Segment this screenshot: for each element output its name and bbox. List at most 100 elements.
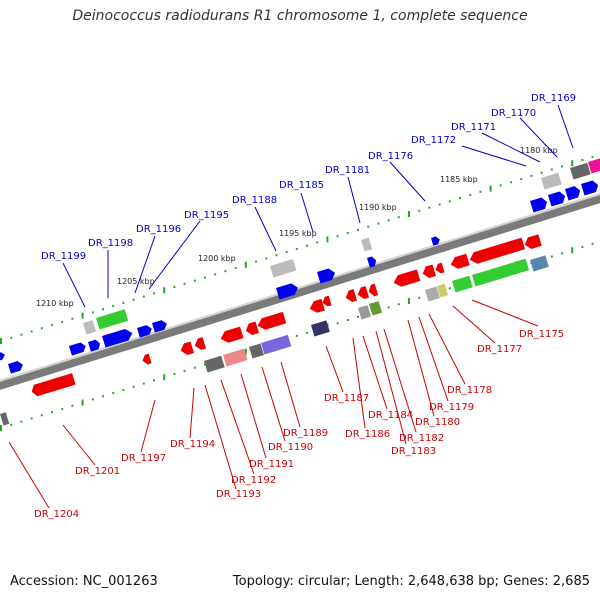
rna-feature[interactable] xyxy=(588,157,600,174)
gene-feature[interactable] xyxy=(449,253,470,271)
rna-feature[interactable] xyxy=(96,309,129,330)
rna-feature[interactable] xyxy=(311,320,330,337)
gene-label[interactable]: DR_1201 xyxy=(75,466,120,477)
gene-feature[interactable] xyxy=(8,360,24,374)
gene-label[interactable]: DR_1198 xyxy=(88,238,133,249)
gene-label[interactable]: DR_1169 xyxy=(531,93,576,104)
gene-feature[interactable] xyxy=(102,327,134,348)
gene-feature[interactable] xyxy=(193,337,207,351)
gene-label[interactable]: DR_1178 xyxy=(447,385,492,396)
rna-feature[interactable] xyxy=(452,275,473,293)
scale-label: 1200 kbp xyxy=(198,254,236,263)
gene-label[interactable]: DR_1177 xyxy=(477,344,522,355)
gene-feature[interactable] xyxy=(137,324,153,338)
gene-feature[interactable] xyxy=(530,196,549,213)
minor-tick xyxy=(316,241,319,244)
gene-label[interactable]: DR_1189 xyxy=(283,428,328,439)
gene-label[interactable]: DR_1176 xyxy=(368,151,413,162)
rna-feature[interactable] xyxy=(204,355,225,373)
rna-feature[interactable] xyxy=(472,258,530,287)
rna-feature[interactable] xyxy=(358,305,372,320)
gene-feature[interactable] xyxy=(431,236,441,246)
gene-feature[interactable] xyxy=(256,311,287,332)
map-title: Deinococcus radiodurans R1 chromosome 1,… xyxy=(72,8,528,24)
gene-label[interactable]: DR_1184 xyxy=(368,410,413,421)
gene-feature[interactable] xyxy=(69,341,87,356)
rna-feature[interactable] xyxy=(530,255,549,272)
gene-feature[interactable] xyxy=(523,234,542,250)
gene-feature[interactable] xyxy=(321,295,332,308)
major-tick xyxy=(408,210,410,217)
gene-label[interactable]: DR_1181 xyxy=(325,165,370,176)
gene-label[interactable]: DR_1193 xyxy=(216,489,261,500)
gene-feature[interactable] xyxy=(276,282,300,300)
rna-feature[interactable] xyxy=(83,320,97,335)
gene-feature[interactable] xyxy=(219,326,244,345)
rna-feature[interactable] xyxy=(223,348,248,367)
gene-label[interactable]: DR_1183 xyxy=(391,446,436,457)
gene-label[interactable]: DR_1187 xyxy=(324,393,369,404)
rna-feature[interactable] xyxy=(270,258,297,278)
minor-tick xyxy=(438,203,441,206)
gene-label[interactable]: DR_1197 xyxy=(121,453,166,464)
gene-feature[interactable] xyxy=(548,190,567,207)
rna-feature[interactable] xyxy=(361,237,373,252)
gene-feature[interactable] xyxy=(434,262,445,275)
gene-feature[interactable] xyxy=(0,351,6,362)
gene-feature[interactable] xyxy=(581,179,600,196)
gene-feature[interactable] xyxy=(179,341,194,356)
gene-label[interactable]: DR_1191 xyxy=(249,459,294,470)
gene-label[interactable]: DR_1185 xyxy=(279,180,324,191)
gene-label[interactable]: DR_1170 xyxy=(491,108,536,119)
gene-feature[interactable] xyxy=(392,269,421,288)
gene-feature[interactable] xyxy=(367,256,378,268)
gene-label[interactable]: DR_1186 xyxy=(345,429,390,440)
gene-feature[interactable] xyxy=(468,237,526,266)
major-tick xyxy=(408,297,410,304)
rna-feature[interactable] xyxy=(425,286,440,302)
scale-label: 1190 kbp xyxy=(359,203,397,212)
rna-feature[interactable] xyxy=(437,283,449,298)
gene-label[interactable]: DR_1196 xyxy=(136,224,181,235)
gene-feature[interactable] xyxy=(356,286,370,300)
minor-tick xyxy=(550,168,553,171)
gene-label[interactable]: DR_1204 xyxy=(34,509,79,520)
gene-label[interactable]: DR_1190 xyxy=(268,442,313,453)
rna-feature[interactable] xyxy=(249,343,264,359)
gene-label[interactable]: DR_1199 xyxy=(41,251,86,262)
gene-feature[interactable] xyxy=(244,321,259,336)
gene-feature[interactable] xyxy=(88,339,101,352)
gene-label[interactable]: DR_1175 xyxy=(519,329,564,340)
gene-label[interactable]: DR_1171 xyxy=(451,122,496,133)
gene-feature[interactable] xyxy=(565,185,582,201)
rna-feature[interactable] xyxy=(369,301,383,316)
gene-label[interactable]: DR_1188 xyxy=(232,195,277,206)
major-tick xyxy=(244,261,247,268)
gene-label[interactable]: DR_1179 xyxy=(429,402,474,413)
minor-tick xyxy=(20,420,23,423)
gene-label[interactable]: DR_1192 xyxy=(231,475,276,486)
rna-feature[interactable] xyxy=(570,162,591,180)
minor-tick xyxy=(61,320,64,323)
gene-label[interactable]: DR_1194 xyxy=(170,439,215,450)
gene-feature[interactable] xyxy=(308,298,325,315)
gene-feature[interactable] xyxy=(152,319,168,333)
scale-label: 1195 kbp xyxy=(279,229,317,238)
gene-feature[interactable] xyxy=(30,373,76,397)
gene-feature[interactable] xyxy=(317,267,337,284)
rna-feature[interactable] xyxy=(261,334,292,355)
rna-feature[interactable] xyxy=(0,412,10,426)
minor-tick xyxy=(357,315,359,318)
rna-feature[interactable] xyxy=(541,172,562,190)
gene-label[interactable]: DR_1182 xyxy=(399,433,444,444)
gene-label[interactable]: DR_1195 xyxy=(184,210,229,221)
minor-tick xyxy=(591,155,594,158)
gene-feature[interactable] xyxy=(344,289,358,303)
gene-label[interactable]: DR_1172 xyxy=(411,135,456,146)
gene-feature[interactable] xyxy=(421,264,436,279)
minor-tick xyxy=(112,305,115,308)
gene-label[interactable]: DR_1180 xyxy=(415,417,460,428)
gene-feature[interactable] xyxy=(367,283,379,298)
gene-feature[interactable] xyxy=(141,353,152,366)
minor-tick xyxy=(428,206,431,209)
